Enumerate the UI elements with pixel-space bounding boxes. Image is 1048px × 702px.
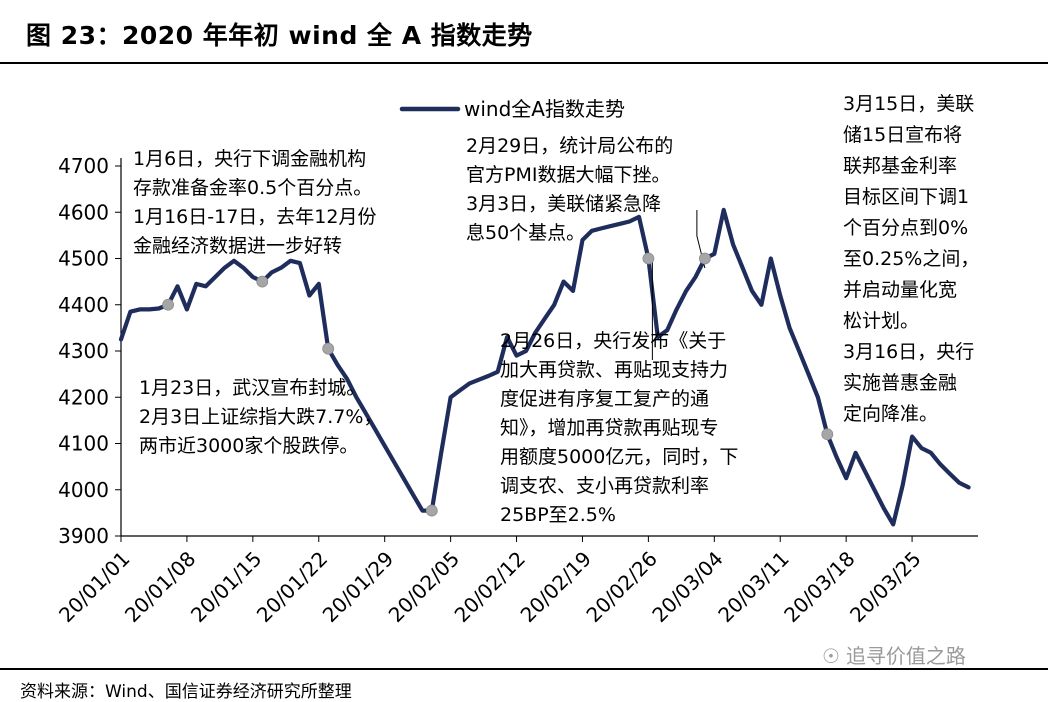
annotation-text: 3月15日，美联储15日宣布将联邦基金利率目标区间下调1 个百分点到0% 至0.25… — [843, 93, 979, 425]
legend-label: wind全A指数走势 — [464, 97, 625, 121]
annotation-line: 金融经济数据进一步好转 — [133, 235, 342, 257]
annotation-text: 1月23日，武汉宣布封城。 2月3日上证综指大跌7.7%， 两市近3000家个股跌停… — [139, 377, 382, 457]
x-tick-label: 20/02/19 — [516, 547, 596, 627]
annotation-line: 联邦基金利率 — [843, 155, 957, 177]
x-tick-label: 20/03/18 — [779, 547, 859, 627]
annotation-line: 1月16日-17日，去年12月份 — [133, 206, 376, 228]
y-tick-label: 4000 — [58, 478, 109, 502]
annotation-line: 定向降准。 — [843, 403, 938, 425]
annotation-line: 实施普惠金融 — [843, 372, 957, 394]
x-tick-label: 20/02/05 — [384, 547, 464, 627]
y-tick-label: 4600 — [58, 200, 109, 224]
bottom-rule — [0, 668, 1048, 670]
annotation-line: 储15日宣布将 — [843, 124, 962, 146]
line-chart: 3900 4000 4100 4200 4300 4400 4500 4600 4700 20/0… — [54, 93, 979, 627]
event-markers — [162, 252, 834, 517]
annotation-line: 调支农、支小再贷款利率 — [500, 475, 709, 497]
annotation-line: 2月3日上证综指大跌7.7%， — [139, 406, 382, 428]
annotations: 1月6日，央行下调金融机构存款准备金率0.5个百分点。 1月16日-17日，去年1… — [133, 93, 979, 526]
watermark-text: 追寻价值之路 — [845, 644, 966, 668]
legend: wind全A指数走势 — [399, 97, 625, 121]
y-tick-label: 4500 — [58, 247, 109, 271]
y-tick-label: 3900 — [58, 524, 109, 548]
annotation-line: 目标区间下调1 — [843, 186, 969, 208]
annotation-text: 2月26日，央行发布《关于加大再贷款、再贴现支持力度促进有序复工复产的通知》，增… — [500, 330, 738, 526]
annotation-line: 1月23日，武汉宣布封城。 — [139, 377, 365, 399]
figure-title: 图 23：2020 年年初 wind 全 A 指数走势 — [26, 21, 533, 50]
annotation-line: 松计划。 — [843, 310, 919, 332]
x-tick-label: 20/03/04 — [647, 547, 727, 627]
wechat-icon: ☉ — [822, 644, 840, 668]
x-tick-label: 20/02/12 — [450, 547, 530, 627]
annotation-line: 官方PMI数据大幅下挫。 — [466, 164, 670, 186]
annotation-line: 3月3日，美联储紧急降 — [466, 193, 661, 215]
x-tick-label: 20/01/22 — [252, 547, 332, 627]
x-tick-label: 20/03/25 — [845, 547, 925, 627]
source-note: 资料来源：Wind、国信证券经济研究所整理 — [20, 682, 352, 702]
annotation-line: 存款准备金率0.5个百分点。 — [133, 177, 372, 199]
annotation-text: 2月29日，统计局公布的官方PMI数据大幅下挫。 3月3日，美联储紧急降息50个基… — [466, 135, 673, 244]
annotation-line: 3月15日，美联 — [843, 93, 974, 115]
event-marker — [425, 504, 438, 517]
annotation-line: 2月29日，统计局公布的 — [466, 135, 673, 157]
event-marker — [162, 298, 174, 311]
annotation-line: 25BP至2.5% — [500, 504, 616, 526]
annotation-line: 3月16日，央行 — [843, 341, 974, 363]
annotation-line: 度促进有序复工复产的通 — [500, 388, 709, 410]
watermark: ☉ 追寻价值之路 — [822, 640, 966, 669]
x-tick-label: 20/01/08 — [120, 547, 200, 627]
y-tick-label: 4400 — [58, 293, 109, 317]
annotation-line: 知》，增加再贷款再贴现专 — [500, 417, 719, 439]
y-tick-label: 4700 — [58, 154, 109, 178]
annotation-line: 2月26日，央行发布《关于 — [500, 330, 726, 352]
annotation-line: 至0.25%之间， — [843, 248, 979, 270]
annotation-line: 1月6日，央行下调金融机构 — [133, 148, 366, 170]
event-marker — [256, 275, 269, 288]
event-marker — [322, 342, 335, 355]
y-tick-label: 4100 — [58, 432, 109, 456]
y-tick-label: 4200 — [58, 385, 109, 409]
x-tick-label: 20/01/01 — [54, 547, 134, 627]
x-tick-label: 20/03/11 — [713, 547, 793, 627]
title-rule — [0, 62, 1048, 64]
x-tick-label: 20/02/26 — [581, 547, 661, 627]
annotation-text: 1月6日，央行下调金融机构存款准备金率0.5个百分点。 1月16日-17日，去年1… — [133, 148, 376, 257]
x-tick-label: 20/01/15 — [186, 547, 266, 627]
annotation-line: 个百分点到0% — [843, 217, 968, 239]
event-marker — [698, 252, 711, 265]
annotation-line: 息50个基点。 — [466, 222, 585, 244]
event-marker — [821, 428, 834, 441]
annotation-line: 并启动量化宽 — [843, 279, 957, 301]
y-tick-label: 4300 — [58, 339, 109, 363]
annotation-line: 用额度5000亿元，同时，下 — [500, 446, 738, 468]
annotation-line: 两市近3000家个股跌停。 — [139, 435, 358, 457]
annotation-line: 加大再贷款、再贴现支持力 — [500, 359, 728, 381]
event-marker — [642, 252, 655, 265]
x-tick-label: 20/01/29 — [318, 547, 398, 627]
